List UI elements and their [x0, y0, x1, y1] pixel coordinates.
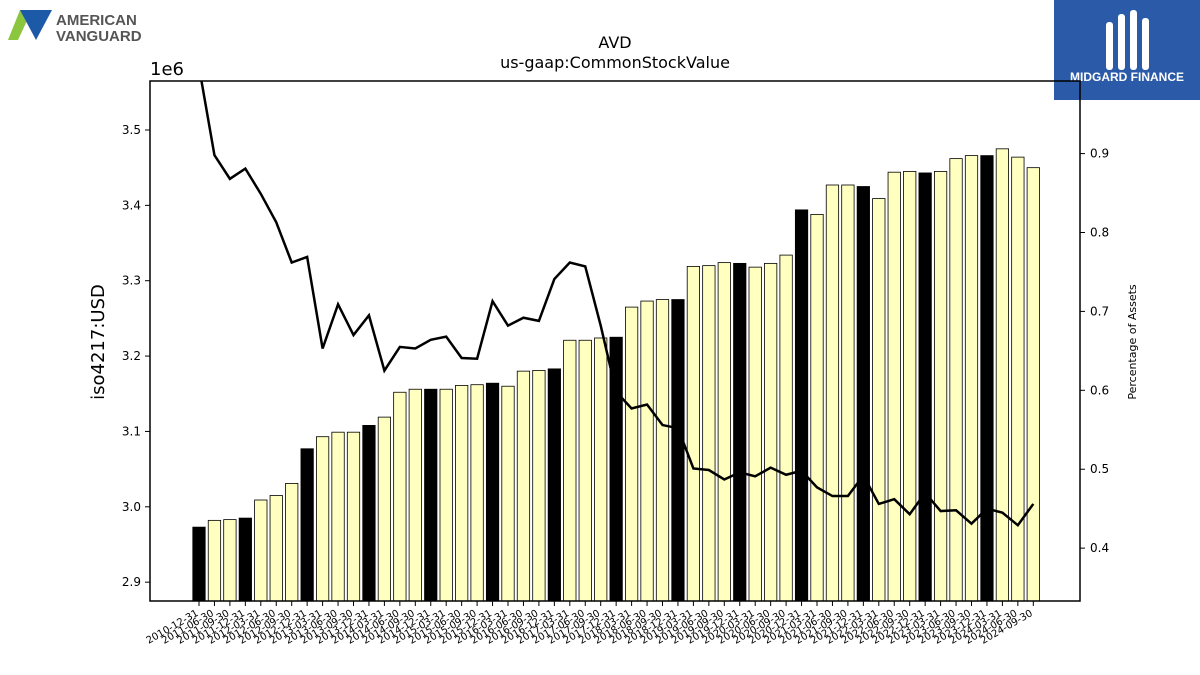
bar [238, 517, 252, 602]
bar [655, 299, 670, 602]
bar [485, 382, 500, 602]
bar [470, 384, 484, 602]
bar [346, 431, 361, 602]
bar [717, 262, 731, 602]
y2-axis-label: Percentage of Assets [1126, 284, 1139, 400]
bar [439, 388, 453, 602]
bar [856, 186, 870, 602]
y-tick-label: 3.4 [122, 198, 141, 212]
bar [779, 254, 793, 602]
bar [254, 499, 268, 602]
bar [285, 483, 299, 602]
y2-ticks: 0.4 0.5 0.6 0.7 0.8 0.9 [1080, 147, 1109, 555]
bar [1026, 167, 1040, 602]
bar [934, 171, 948, 602]
bar [995, 148, 1010, 602]
bar [578, 339, 592, 602]
logo-blue-swoosh [20, 10, 52, 40]
y2-tick-label: 0.4 [1090, 541, 1109, 555]
bar [563, 339, 577, 602]
bar [516, 370, 531, 602]
bar [841, 184, 855, 602]
bar [547, 368, 561, 602]
y2-tick-label: 0.8 [1090, 226, 1109, 240]
bar [671, 299, 685, 602]
bars-layer [192, 148, 1040, 602]
bar [207, 519, 222, 602]
american-vanguard-logo: AMERICAN VANGUARD [6, 6, 166, 46]
x-ticks: 2010-12-312011-06-302011-09-302011-12-31… [145, 601, 1035, 647]
logo-text-midgard: MIDGARD FINANCE [1070, 70, 1184, 84]
y2-tick-label: 0.9 [1090, 147, 1109, 161]
bar [964, 155, 979, 602]
y-tick-label: 3.2 [122, 349, 141, 363]
bar [269, 495, 283, 602]
bar [918, 172, 932, 602]
bar [315, 436, 330, 602]
series-line-percentage-of-assets [200, 81, 1035, 528]
midgard-finance-logo: MIDGARD FINANCE [1054, 0, 1200, 100]
bar [223, 519, 237, 602]
y-tick-label: 3.5 [122, 123, 141, 137]
bar [949, 158, 963, 602]
bar [825, 184, 840, 602]
y-offset-label: 1e6 [150, 59, 184, 80]
y-tick-label: 3.1 [122, 424, 141, 438]
y-axis-label: iso4217:USD [88, 284, 109, 400]
y-tick-label: 3.0 [122, 500, 141, 514]
line-layer [200, 81, 1035, 528]
y2-tick-label: 0.5 [1090, 462, 1109, 476]
y2-tick-label: 0.7 [1090, 304, 1109, 318]
bar [764, 262, 778, 602]
bar [748, 266, 762, 602]
chart-title: AVD [598, 33, 631, 52]
plot-frame [149, 80, 1081, 602]
bar [300, 448, 314, 602]
midgard-emblem-icon [1106, 10, 1149, 70]
bar [424, 388, 438, 602]
bar [377, 416, 392, 602]
bar [980, 155, 994, 602]
bar [393, 391, 407, 602]
bar [810, 213, 824, 602]
y-tick-label: 2.9 [122, 575, 141, 589]
y-tick-label: 3.3 [122, 274, 141, 288]
bar [903, 171, 917, 602]
bar [594, 337, 608, 602]
bar [1011, 156, 1025, 602]
bar [686, 265, 701, 602]
y2-tick-label: 0.6 [1090, 383, 1109, 397]
bar [625, 306, 639, 602]
bar [532, 369, 546, 602]
bar [887, 171, 901, 602]
bar [331, 431, 345, 602]
bar [640, 300, 654, 602]
bar [192, 526, 206, 602]
bar [794, 209, 809, 602]
chart-subtitle: us-gaap:CommonStockValue [500, 53, 730, 72]
bar [362, 425, 376, 602]
bar [702, 265, 716, 602]
bar [872, 198, 886, 602]
bar [501, 385, 515, 602]
bar [733, 262, 747, 602]
bar [455, 385, 469, 602]
logo-text-american: AMERICAN [56, 12, 137, 29]
bar [408, 388, 422, 602]
logo-text-vanguard: VANGUARD [56, 28, 142, 45]
y-ticks: 2.9 3.0 3.1 3.2 3.3 3.4 3.5 [122, 123, 150, 589]
